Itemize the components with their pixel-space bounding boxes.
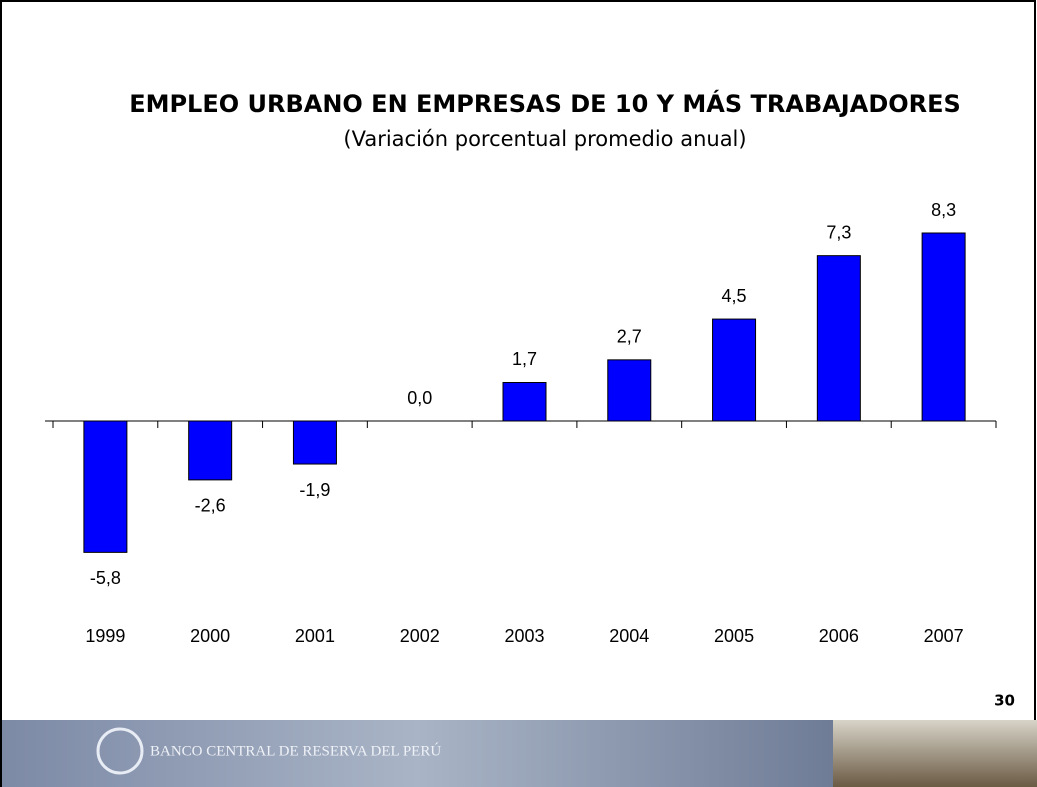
bar (816, 255, 861, 422)
x-tick-label: 2007 (924, 626, 964, 646)
x-tick-label: 2006 (819, 626, 859, 646)
value-label: 7,3 (826, 222, 851, 242)
footer-text: BANCO CENTRAL DE RESERVA DEL PERÚ (150, 742, 441, 759)
bar (921, 232, 966, 422)
logo (96, 727, 144, 775)
value-label: -5,8 (90, 568, 121, 588)
x-tick-label: 2001 (295, 626, 335, 646)
value-label: -1,9 (299, 480, 330, 500)
x-tick-label: 2002 (400, 626, 440, 646)
page-number: 30 (994, 692, 1015, 710)
x-tick-label: 2003 (504, 626, 544, 646)
bar (712, 318, 757, 422)
x-tick-label: 2005 (714, 626, 754, 646)
chart-subtitle: (Variación porcentual promedio anual) (343, 127, 746, 151)
bar (83, 420, 128, 553)
bar (292, 420, 337, 465)
bar (188, 420, 233, 481)
bar (607, 359, 652, 422)
value-label: 8,3 (931, 200, 956, 220)
x-tick-label: 2000 (190, 626, 230, 646)
x-tick-label: 2004 (609, 626, 649, 646)
value-label: 0,0 (407, 388, 432, 408)
footer-photo (833, 720, 1037, 787)
x-tick-label: 1999 (85, 626, 125, 646)
value-label: 4,5 (722, 286, 747, 306)
bar (502, 381, 547, 422)
chart-title: EMPLEO URBANO EN EMPRESAS DE 10 Y MÁS TR… (129, 89, 961, 118)
value-label: 1,7 (512, 349, 537, 369)
value-label: -2,6 (195, 496, 226, 516)
value-label: 2,7 (617, 327, 642, 347)
